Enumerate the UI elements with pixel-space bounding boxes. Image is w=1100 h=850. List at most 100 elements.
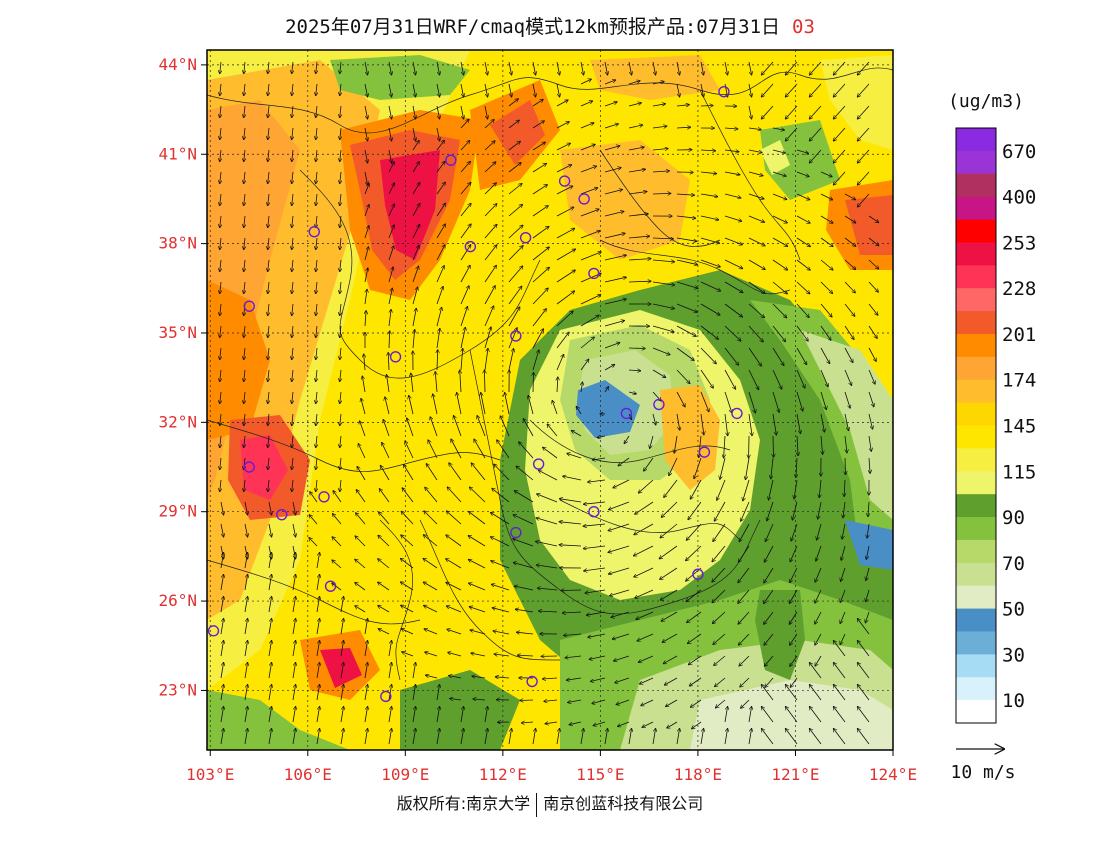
city-marker [653,398,665,411]
colorbar: (ug/m3) 670 400 253 228 201 174 145 115 90 70 50 30… [948,91,1036,724]
lat-tick-label: 29°N [158,502,197,521]
colorbar-swatch [956,677,996,701]
colorbar-labels: 670 400 253 228 201 174 145 115 90 70 50 30 10 [1002,141,1036,712]
lat-tick-label: 35°N [158,323,197,342]
lat-tick-label: 23°N [158,680,197,699]
forecast-hour: 03 [792,16,815,38]
colorbar-label: 174 [1002,370,1036,392]
city-marker [620,407,633,420]
city-marker [380,690,392,703]
colorbar-swatch [956,654,996,678]
colorbar-label: 50 [1002,599,1025,621]
city-marker [532,458,545,470]
city-marker [276,508,288,521]
city-marker [692,568,704,580]
colorbar-label: 10 [1002,690,1025,712]
colorbar-label: 670 [1002,141,1036,163]
colorbar-swatch [956,700,996,724]
colorbar-swatch [956,265,996,289]
colorbar-swatch [956,494,996,518]
colorbar-label: 400 [1002,187,1036,209]
city-marker [324,580,337,592]
city-marker [243,461,255,473]
colorbar-label: 145 [1002,416,1036,438]
colorbar-swatch [956,585,996,610]
copyright-left: 版权所有:南京大学 [396,794,531,813]
boundaries [207,67,893,681]
lat-tick-label: 26°N [158,591,197,610]
colorbar-unit: (ug/m3) [948,91,1024,112]
wind-scale-legend: 10 m/s [950,749,1016,783]
colorbar-swatch [956,379,996,404]
city-marker [445,154,457,166]
colorbar-swatch [956,288,996,312]
colorbar-swatch [956,402,996,426]
city-marker [389,351,402,363]
colorbar-label: 201 [1002,324,1036,346]
city-marker [243,300,255,312]
colorbar-swatch [956,311,996,335]
colorbar-label: 70 [1002,553,1025,575]
graticule [207,50,893,750]
colorbar-swatch [956,128,996,152]
city-marker [731,407,743,420]
colorbar-swatch [956,608,996,632]
colorbar-swatch [956,150,996,175]
city-marker [578,193,590,205]
lon-tick-label: 109°E [381,765,429,784]
lon-tick-label: 121°E [771,765,819,784]
lon-tick-label: 124°E [869,765,917,784]
title-text: 2025年07月31日WRF/cmaq模式12km预报产品:07月31日 [285,16,781,38]
map-title: 2025年07月31日WRF/cmaq模式12km预报产品:07月31日 03 [0,12,1100,40]
city-marker [510,330,522,342]
wind-scale-label: 10 m/s [950,762,1015,783]
city-marker [464,240,477,253]
lat-axis: 44°N 41°N 38°N 35°N 32°N 29°N 26°N 23°N [158,55,207,699]
colorbar-swatches [956,128,996,724]
city-marker [308,226,320,238]
city-marker [318,491,330,503]
lon-axis: 103°E 106°E 109°E 112°E 115°E 118°E 121°E 124°E [186,750,917,784]
lat-tick-label: 41°N [158,144,197,163]
colorbar-swatch [956,333,996,358]
city-markers [207,86,743,703]
lat-tick-label: 32°N [158,412,197,431]
colorbar-swatch [956,471,996,495]
city-marker [588,506,600,518]
colorbar-swatch [956,539,996,564]
colorbar-swatch [956,425,996,449]
concentration-field [207,50,893,750]
colorbar-swatch [956,631,996,655]
city-marker [558,175,571,187]
lon-tick-label: 106°E [284,765,332,784]
colorbar-swatch [956,242,996,266]
city-marker [588,267,600,280]
map-frame [206,49,894,751]
colorbar-swatch [956,517,996,541]
colorbar-swatch [956,448,996,472]
lat-tick-label: 44°N [158,55,197,74]
colorbar-swatch [956,173,996,198]
city-marker [526,675,538,688]
copyright-right: 南京创蓝科技有限公司 [543,794,704,813]
colorbar-label: 253 [1002,232,1036,254]
city-marker [510,526,522,539]
colorbar-swatch [956,356,996,381]
lon-tick-label: 115°E [576,765,624,784]
city-marker [718,86,730,98]
colorbar-swatch [956,196,996,221]
colorbar-label: 30 [1002,644,1025,666]
city-marker [207,625,220,637]
footer-separator [536,792,538,817]
colorbar-label: 115 [1002,461,1036,483]
wind-vectors [220,61,879,745]
colorbar-swatch [956,219,996,243]
city-marker [698,446,711,458]
colorbar-swatch [956,562,996,587]
lon-tick-label: 103°E [186,765,234,784]
colorbar-label: 90 [1002,507,1025,529]
colorbar-label: 228 [1002,278,1036,300]
lon-tick-label: 112°E [479,765,527,784]
lat-tick-label: 38°N [158,234,197,253]
